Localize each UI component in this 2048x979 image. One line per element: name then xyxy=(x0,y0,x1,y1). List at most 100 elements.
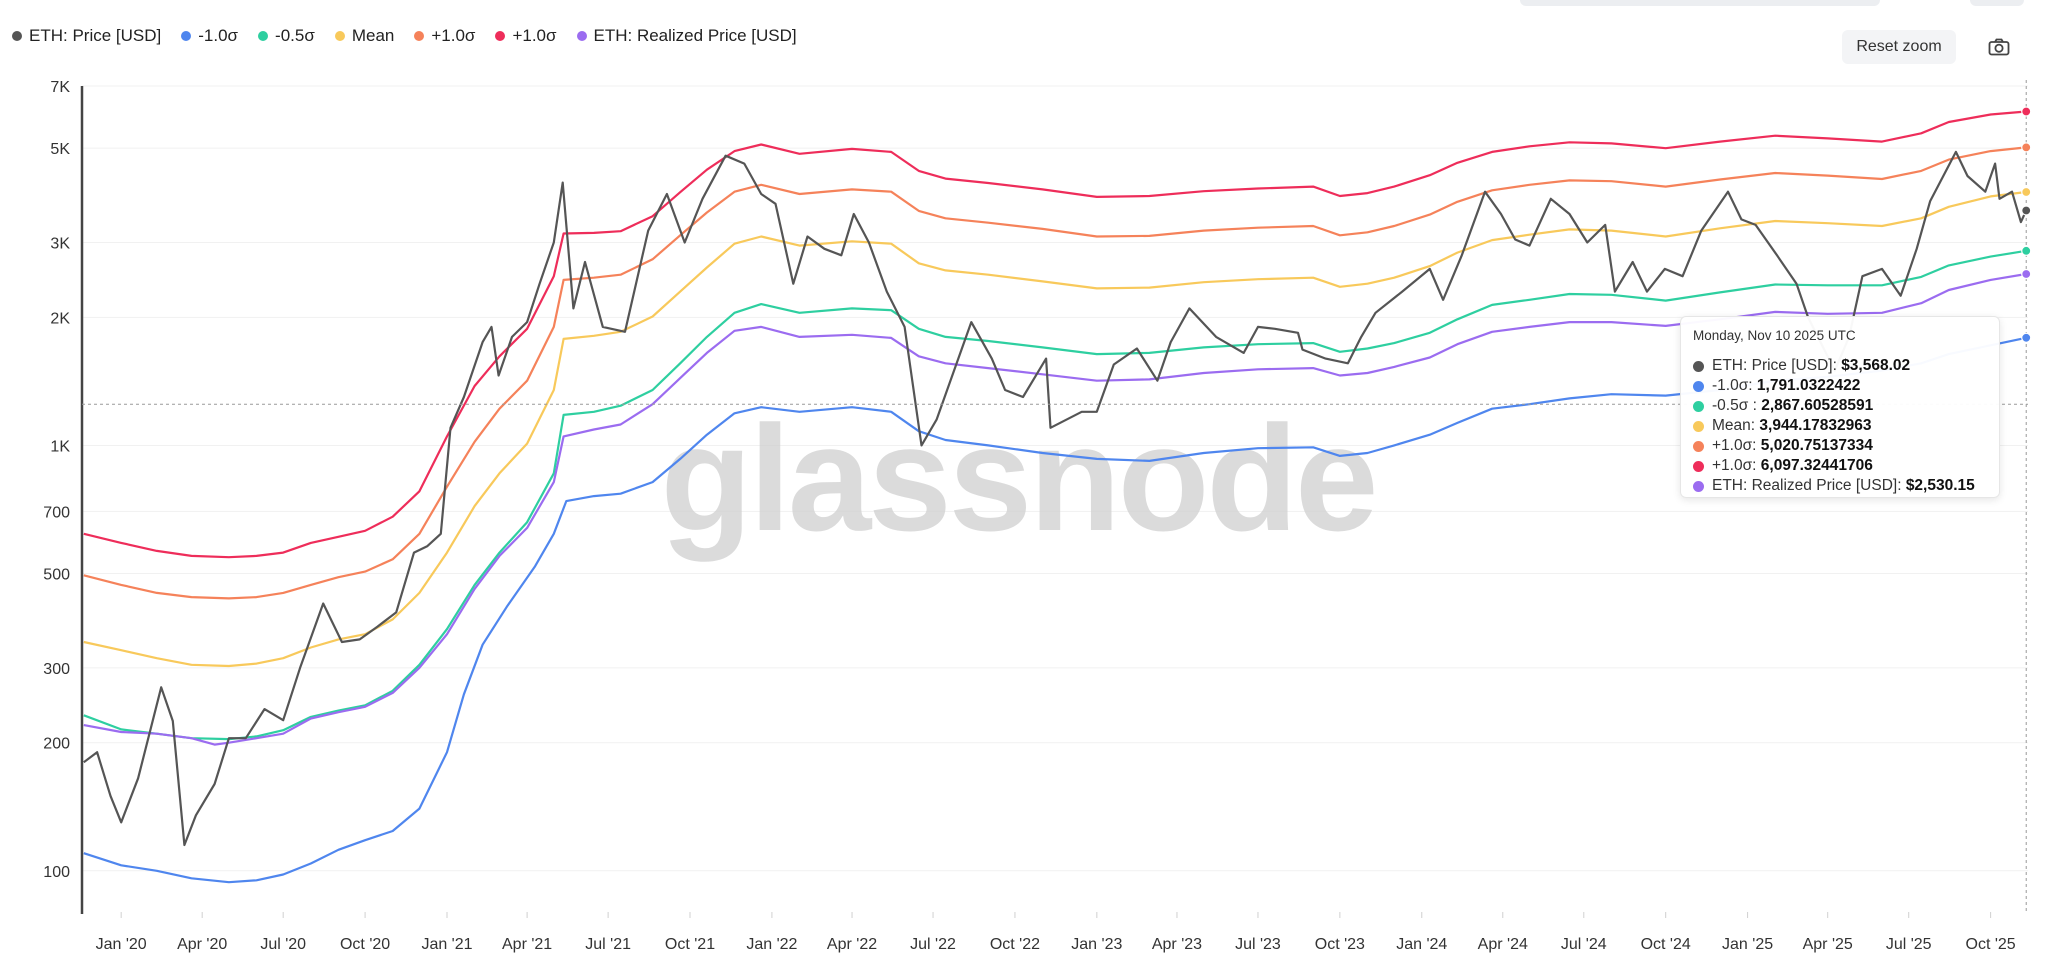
x-tick-label: Jul '20 xyxy=(260,936,306,953)
legend-item[interactable]: -0.5σ xyxy=(258,26,315,46)
y-tick-label: 100 xyxy=(43,864,70,881)
legend-label: -0.5σ xyxy=(275,26,315,45)
x-tick-label: Jan '24 xyxy=(1396,936,1447,953)
x-tick-label: Jan '25 xyxy=(1722,936,1773,953)
legend-item[interactable]: -1.0σ xyxy=(181,26,238,46)
x-tick-label: Apr '24 xyxy=(1478,936,1528,953)
series-line xyxy=(83,110,2027,559)
tooltip-label: Mean: xyxy=(1712,417,1760,434)
x-tick-label: Jul '21 xyxy=(585,936,631,953)
x-tick-label: Oct '25 xyxy=(1966,936,2016,953)
hover-tooltip: Monday, Nov 10 2025 UTC ETH: Price [USD]… xyxy=(1680,316,2000,498)
tooltip-label: -1.0σ: xyxy=(1712,377,1757,394)
tooltip-swatch xyxy=(1693,480,1704,492)
tooltip-label: ETH: Price [USD]: xyxy=(1712,357,1842,374)
x-tick-label: Apr '25 xyxy=(1803,936,1853,953)
legend-item[interactable]: +1.0σ xyxy=(414,26,475,46)
camera-icon[interactable] xyxy=(1984,32,2014,62)
series-line xyxy=(83,150,2028,847)
tooltip-row: ETH: Price [USD]: $3,568.02 xyxy=(1693,357,1910,375)
legend-label: Mean xyxy=(351,26,395,45)
x-tick-label: Apr '22 xyxy=(827,936,877,953)
x-tick-label: Oct '21 xyxy=(665,936,715,953)
tooltip-row: -1.0σ: 1,791.0322422 xyxy=(1693,377,1860,395)
legend-item[interactable]: ETH: Price [USD] xyxy=(12,26,161,46)
tooltip-row: Mean: 3,944.17832963 xyxy=(1693,417,1871,435)
series-end-marker xyxy=(2021,142,2032,153)
legend-swatch xyxy=(495,31,506,41)
tooltip-label: +1.0σ: xyxy=(1712,437,1761,454)
reset-zoom-button[interactable]: Reset zoom xyxy=(1842,30,1956,64)
series-line xyxy=(83,336,2027,884)
tooltip-value: 5,020.75137334 xyxy=(1760,437,1873,454)
legend-label: ETH: Price [USD] xyxy=(29,26,162,45)
tooltip-swatch xyxy=(1693,360,1704,372)
x-tick-label: Oct '22 xyxy=(990,936,1040,953)
x-tick-label: Oct '20 xyxy=(340,936,390,953)
x-tick-label: Jul '25 xyxy=(1886,936,1932,953)
y-tick-label: 2K xyxy=(50,310,70,327)
legend-swatch xyxy=(414,31,425,41)
tooltip-row: +1.0σ: 5,020.75137334 xyxy=(1693,437,1873,455)
chart-legend: ETH: Price [USD] -1.0σ -0.5σ Mean +1.0σ +1.0σ… xyxy=(12,26,797,46)
legend-swatch xyxy=(258,31,269,41)
tooltip-label: +1.0σ: xyxy=(1712,457,1761,474)
tooltip-label: -0.5σ : xyxy=(1712,397,1762,414)
series-end-marker xyxy=(2021,205,2032,216)
tooltip-date: Monday, Nov 10 2025 UTC xyxy=(1693,328,1856,343)
x-tick-label: Apr '21 xyxy=(502,936,552,953)
x-tick-label: Jul '24 xyxy=(1561,936,1607,953)
top-edge-panel xyxy=(1970,0,2024,6)
series-end-marker xyxy=(2021,268,2032,280)
x-tick-label: Jan '22 xyxy=(746,936,797,953)
tooltip-swatch xyxy=(1693,380,1704,392)
series-end-marker xyxy=(2021,332,2032,343)
tooltip-label: ETH: Realized Price [USD]: xyxy=(1712,477,1906,494)
legend-item[interactable]: ETH: Realized Price [USD] xyxy=(576,26,797,46)
x-tick-label: Apr '23 xyxy=(1152,936,1202,953)
legend-item[interactable]: Mean xyxy=(334,26,395,46)
tooltip-row: -0.5σ : 2,867.60528591 xyxy=(1693,397,1873,415)
x-tick-label: Jan '23 xyxy=(1071,936,1122,953)
legend-swatch xyxy=(334,31,345,41)
legend-label: +1.0σ xyxy=(512,26,557,45)
legend-swatch xyxy=(12,31,22,41)
top-edge-panel xyxy=(1520,0,1880,6)
tooltip-row: ETH: Realized Price [USD]: $2,530.15 xyxy=(1693,477,1975,495)
watermark: glassnode xyxy=(661,394,1376,562)
tooltip-value: 1,791.0322422 xyxy=(1756,377,1861,394)
series-line xyxy=(83,272,2027,746)
tooltip-swatch xyxy=(1693,420,1704,432)
x-tick-label: Jan '21 xyxy=(421,936,472,953)
x-tick-label: Oct '24 xyxy=(1641,936,1691,953)
legend-label: +1.0σ xyxy=(431,26,476,45)
x-tick-label: Apr '20 xyxy=(177,936,227,953)
x-tick-label: Jul '23 xyxy=(1235,936,1281,953)
tooltip-row: +1.0σ: 6,097.32441706 xyxy=(1693,457,1873,475)
series-end-marker xyxy=(2021,186,2032,198)
y-tick-label: 7K xyxy=(50,79,70,96)
y-tick-label: 500 xyxy=(43,566,70,583)
tooltip-value: 6,097.32441706 xyxy=(1760,457,1873,474)
legend-item[interactable]: +1.0σ xyxy=(495,26,557,46)
tooltip-value: 3,944.17832963 xyxy=(1759,417,1872,434)
legend-swatch xyxy=(576,31,587,41)
legend-label: -1.0σ xyxy=(198,26,239,45)
tooltip-value: 2,867.60528591 xyxy=(1761,397,1874,414)
x-tick-label: Oct '23 xyxy=(1315,936,1365,953)
y-tick-label: 3K xyxy=(50,236,70,253)
x-tick-label: Jan '20 xyxy=(96,936,147,953)
legend-label: ETH: Realized Price [USD] xyxy=(593,26,797,45)
x-tick-label: Jul '22 xyxy=(910,936,956,953)
y-tick-label: 1K xyxy=(50,438,70,455)
tooltip-value: $3,568.02 xyxy=(1841,357,1911,374)
tooltip-swatch xyxy=(1693,460,1704,472)
series-line xyxy=(83,146,2027,600)
tooltip-swatch xyxy=(1693,400,1704,412)
tooltip-value: $2,530.15 xyxy=(1905,477,1975,494)
y-tick-label: 200 xyxy=(43,736,70,753)
y-tick-label: 700 xyxy=(43,504,70,521)
series-end-marker xyxy=(2021,106,2032,117)
series-end-marker xyxy=(2021,245,2032,256)
